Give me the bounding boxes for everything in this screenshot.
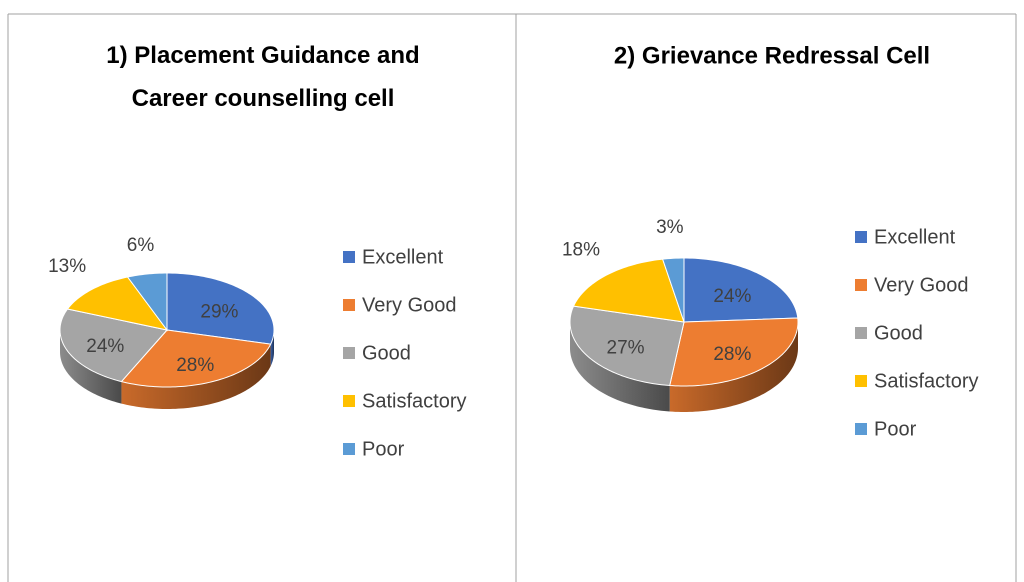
- slice: [683, 257, 799, 323]
- legend-label: Very Good: [362, 294, 457, 316]
- chart-title: 2) Grievance Redressal Cell: [614, 42, 930, 69]
- legend-label: Very Good: [874, 274, 969, 296]
- legend-swatch: [855, 375, 867, 387]
- slice-side: [121, 344, 271, 409]
- slice: [126, 272, 168, 332]
- legend-label: Satisfactory: [362, 390, 466, 412]
- legend-label: Excellent: [874, 226, 956, 248]
- data-label: 24%: [713, 286, 751, 307]
- chart-title: 1) Placement Guidance and Career counsell…: [106, 42, 419, 112]
- legend-swatch: [855, 279, 867, 291]
- legend-label: Satisfactory: [874, 370, 978, 392]
- data-label: 24%: [86, 336, 124, 357]
- slice-side: [60, 330, 122, 404]
- legend-swatch: [343, 299, 355, 311]
- data-label: 13%: [48, 256, 86, 277]
- data-label: 28%: [713, 344, 751, 365]
- legend-swatch: [343, 251, 355, 263]
- slice: [572, 258, 685, 323]
- legend-swatch: [343, 347, 355, 359]
- legend-swatch: [855, 231, 867, 243]
- data-label: 18%: [562, 239, 600, 260]
- legend-swatch: [855, 423, 867, 435]
- data-label: 29%: [200, 301, 238, 322]
- slice: [59, 308, 168, 383]
- slice: [669, 317, 799, 387]
- data-label: 6%: [127, 235, 155, 256]
- slice-side: [669, 322, 798, 412]
- legend-label: Excellent: [362, 246, 444, 268]
- slice: [120, 329, 272, 388]
- data-label: 28%: [176, 355, 214, 376]
- legend-label: Poor: [874, 418, 917, 440]
- legend-label: Good: [874, 322, 923, 344]
- legend-label: Poor: [362, 438, 405, 460]
- legend-swatch: [343, 443, 355, 455]
- title-line: Career counselling cell: [132, 85, 395, 112]
- slice: [66, 276, 169, 331]
- slice: [569, 305, 685, 387]
- slice: [166, 272, 275, 345]
- slice-side: [570, 322, 670, 412]
- data-label: 27%: [607, 337, 645, 358]
- legend-label: Good: [362, 342, 411, 364]
- legend-swatch: [855, 327, 867, 339]
- title-line: 1) Placement Guidance and: [106, 42, 419, 69]
- data-label: 3%: [656, 217, 684, 238]
- legend-swatch: [343, 395, 355, 407]
- slice: [661, 257, 685, 323]
